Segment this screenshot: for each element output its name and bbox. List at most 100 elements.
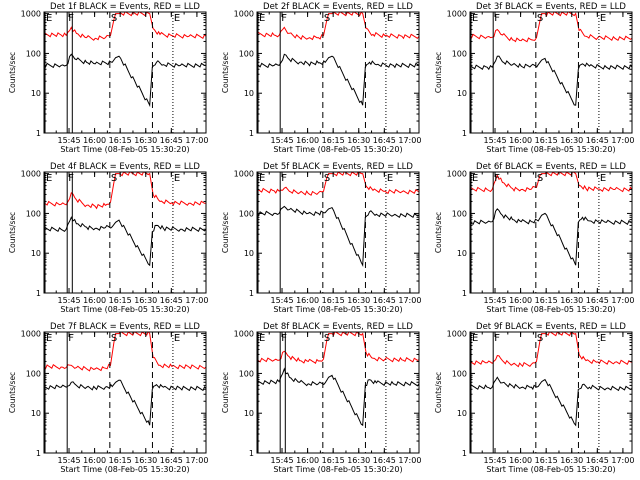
y-tick-label: 1000: [447, 170, 467, 179]
x-tick-label: 16:15: [535, 296, 558, 305]
x-tick-label: 16:00: [509, 456, 532, 465]
marker-label: S: [111, 173, 117, 184]
x-tick-label: 15:45: [57, 296, 80, 305]
y-tick-label: 10: [31, 409, 41, 418]
series-line-lld: [257, 172, 419, 196]
x-tick-label: 16:30: [560, 456, 583, 465]
y-tick-label: 100: [452, 209, 467, 218]
marker-label: E: [387, 173, 393, 184]
x-tick-label: 16:00: [296, 456, 319, 465]
x-tick-label: 16:45: [160, 456, 183, 465]
marker-label: E: [46, 173, 52, 184]
x-axis-label: Start Time (08-Feb-05 15:30:20): [60, 465, 189, 474]
y-tick-label: 10: [457, 249, 467, 258]
plot-frame: [469, 171, 633, 294]
x-axis-label: Start Time (08-Feb-05 15:30:20): [273, 145, 402, 154]
marker-label: F: [68, 173, 74, 184]
x-axis-label: Start Time (08-Feb-05 15:30:20): [60, 145, 189, 154]
y-tick-label: 1: [36, 129, 41, 138]
x-tick-label: 16:15: [535, 456, 558, 465]
marker-label: E: [259, 13, 265, 24]
marker-label: E: [259, 333, 265, 344]
x-tick-label: 16:00: [83, 136, 106, 145]
series-line-lld: [470, 332, 632, 368]
panel-title: Det 8f BLACK = Events, RED = LLD: [263, 322, 413, 332]
panel-title: Det 4f BLACK = Events, RED = LLD: [50, 162, 200, 172]
x-tick-label: 16:00: [83, 296, 106, 305]
marker-label: E: [472, 173, 478, 184]
x-tick-label: 16:15: [322, 456, 345, 465]
marker-label: F: [281, 13, 287, 24]
x-tick-label: 16:45: [160, 136, 183, 145]
x-tick-label: 16:45: [586, 296, 609, 305]
panel-title: Det 5f BLACK = Events, RED = LLD: [263, 162, 413, 172]
x-tick-label: 16:00: [509, 296, 532, 305]
marker-label: S: [111, 333, 117, 344]
y-tick-label: 10: [457, 409, 467, 418]
y-tick-label: 1: [249, 129, 254, 138]
x-tick-label: 15:45: [483, 296, 506, 305]
x-tick-label: 16:45: [586, 456, 609, 465]
panel-title: Det 2f BLACK = Events, RED = LLD: [263, 2, 413, 12]
y-axis-label: Counts/sec: [434, 372, 443, 413]
x-tick-label: 15:45: [270, 456, 293, 465]
series-line-events: [470, 55, 632, 106]
x-tick-label: 15:45: [483, 136, 506, 145]
y-tick-label: 1000: [234, 170, 254, 179]
plot-frame: [43, 171, 207, 294]
x-tick-label: 16:00: [296, 136, 319, 145]
marker-label: E: [600, 333, 606, 344]
marker-label: S: [537, 333, 543, 344]
marker-label: F: [494, 173, 500, 184]
marker-label: E: [387, 333, 393, 344]
x-tick-label: 16:45: [373, 136, 396, 145]
series-line-lld: [470, 12, 632, 43]
marker-label: E: [174, 173, 180, 184]
x-tick-label: 16:30: [560, 296, 583, 305]
x-tick-label: 16:15: [109, 136, 132, 145]
marker-label: S: [324, 13, 330, 24]
marker-label: E: [472, 333, 478, 344]
x-tick-label: 15:45: [483, 456, 506, 465]
series-line-lld: [44, 332, 206, 372]
x-tick-label: 15:45: [270, 296, 293, 305]
y-tick-label: 100: [239, 49, 254, 58]
plot-frame: [256, 171, 420, 294]
marker-label: S: [537, 173, 543, 184]
x-tick-label: 16:30: [347, 296, 370, 305]
y-axis-label: Counts/sec: [221, 212, 230, 253]
y-tick-label: 100: [239, 369, 254, 378]
y-tick-label: 100: [26, 209, 41, 218]
x-tick-label: 17:00: [611, 296, 634, 305]
y-tick-label: 1000: [21, 170, 41, 179]
x-tick-label: 15:45: [57, 456, 80, 465]
plot-frame: [43, 11, 207, 134]
panel-title: Det 9f BLACK = Events, RED = LLD: [476, 322, 626, 332]
x-tick-label: 16:15: [109, 296, 132, 305]
series-line-events: [470, 208, 632, 266]
y-tick-label: 10: [244, 89, 254, 98]
x-tick-label: 16:45: [373, 296, 396, 305]
marker-label: E: [600, 13, 606, 24]
x-axis-label: Start Time (08-Feb-05 15:30:20): [273, 465, 402, 474]
y-tick-label: 100: [452, 369, 467, 378]
x-tick-label: 16:15: [322, 136, 345, 145]
y-tick-label: 1: [36, 449, 41, 458]
marker-label: E: [387, 13, 393, 24]
series-line-events: [257, 205, 419, 268]
plot-frame: [256, 11, 420, 134]
x-axis-label: Start Time (08-Feb-05 15:30:20): [486, 465, 615, 474]
x-tick-label: 16:45: [160, 296, 183, 305]
x-tick-label: 17:00: [185, 296, 208, 305]
marker-label: S: [324, 173, 330, 184]
marker-label: E: [259, 173, 265, 184]
